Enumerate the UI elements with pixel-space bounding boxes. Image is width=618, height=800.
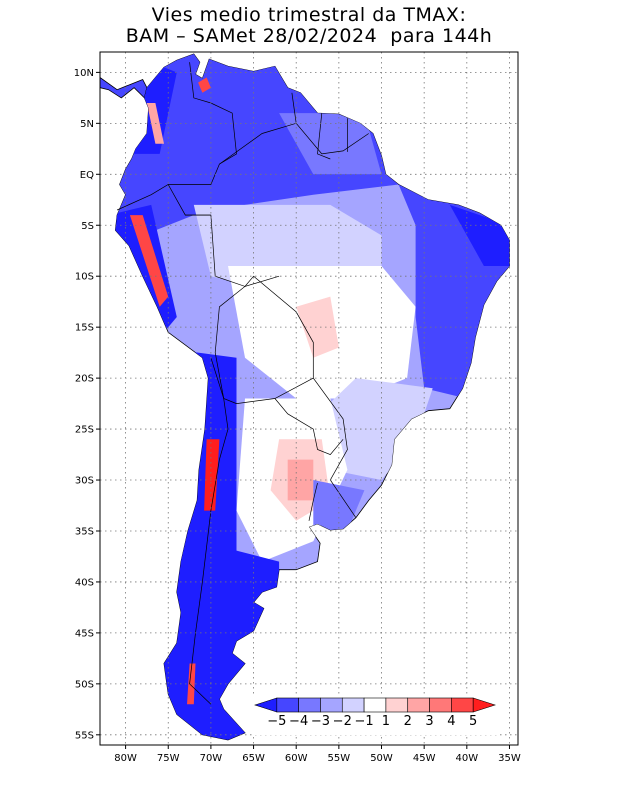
colorbar-swatch [341, 697, 365, 713]
lon-tick-label: 80W [114, 753, 137, 764]
colorbar-swatch [276, 697, 299, 713]
andes-red-strip-peru [129, 215, 169, 307]
colorbar-swatch [320, 697, 343, 713]
colorbar-swatch [407, 697, 430, 713]
andes-red-strip-chile [204, 439, 220, 511]
lat-tick-label: 15S [75, 323, 94, 334]
lat-tick-label: EQ [80, 170, 94, 181]
country-border-line [189, 357, 229, 705]
bias-region-pink-central [296, 296, 339, 358]
map-title-line2: BAM – SAMet 28/02/2024 para 144h [125, 25, 493, 47]
country-border-line [308, 483, 318, 521]
lon-tick-label: 35W [498, 753, 521, 764]
lat-tick-label: 5N [80, 119, 94, 130]
lat-tick-label: 10N [74, 68, 94, 79]
venezuela-red-patch [198, 77, 211, 93]
lon-tick-label: 40W [456, 753, 479, 764]
country-border-line [274, 398, 344, 456]
colorbar-swatch [298, 697, 321, 713]
lon-tick-label: 55W [328, 753, 351, 764]
lat-tick-label: 5S [81, 221, 94, 232]
lat-tick-label: 50S [75, 679, 94, 690]
colorbar-label: 5 [469, 714, 477, 729]
lat-tick-label: 25S [75, 425, 94, 436]
country-border-line [219, 92, 297, 165]
colorbar-label: −3 [311, 714, 330, 729]
bias-region-guiana-mid [279, 113, 382, 175]
colorbar-label: 2 [404, 714, 412, 729]
country-border-line [214, 275, 314, 404]
bias-region-chile [159, 347, 237, 562]
colorbar-arrow-high [472, 697, 496, 713]
colorbar-label: 3 [425, 714, 433, 729]
lat-tick-label: 45S [75, 628, 94, 639]
map-title-line1: Vies medio trimestral da TMAX: [151, 4, 467, 26]
colorbar-swatch [451, 697, 474, 713]
lat-tick-label: 55S [75, 730, 94, 741]
country-border-line [295, 123, 369, 155]
country-border-line [167, 184, 211, 216]
colorbar-swatch [363, 697, 387, 713]
colorbar-label: −1 [355, 714, 374, 729]
country-border-line [116, 62, 237, 211]
latitude-ticks: 10N 5N EQ 5S 10S 15S 20S 25S 30S 35S 40S 45S 50S 55S [74, 68, 100, 741]
colorbar: −5 −4 −3 −2 −1 1 2 3 4 5 [252, 695, 498, 735]
lon-tick-label: 50W [370, 753, 393, 764]
lon-tick-label: 45W [413, 753, 436, 764]
lon-tick-label: 75W [157, 753, 180, 764]
colorbar-label: −2 [333, 714, 352, 729]
colorbar-label: 1 [382, 714, 390, 729]
lat-tick-label: 40S [75, 577, 94, 588]
plot-frame [99, 51, 519, 746]
colorbar-swatch [385, 697, 409, 713]
lat-tick-label: 20S [75, 374, 94, 385]
bias-region-uruguay [313, 480, 365, 531]
lat-tick-label: 30S [75, 476, 94, 487]
lat-lon-grid [100, 52, 518, 745]
lat-tick-label: 10S [75, 272, 94, 283]
country-border-line [317, 113, 331, 160]
colorbar-label: −4 [289, 714, 308, 729]
lat-tick-label: 35S [75, 526, 94, 537]
colorbar-label: 4 [447, 714, 455, 729]
colorbar-label: −5 [267, 714, 286, 729]
country-borders [116, 62, 369, 705]
country-border-line [185, 214, 357, 518]
colorbar-swatch [429, 697, 452, 713]
lon-tick-label: 70W [200, 753, 223, 764]
lon-tick-label: 60W [285, 753, 308, 764]
bias-region-northeast-deep [449, 204, 510, 266]
lon-tick-label: 65W [242, 753, 265, 764]
longitude-ticks: 80W 75W 70W 65W 60W 55W 50W 45W 40W 35W [114, 745, 521, 764]
